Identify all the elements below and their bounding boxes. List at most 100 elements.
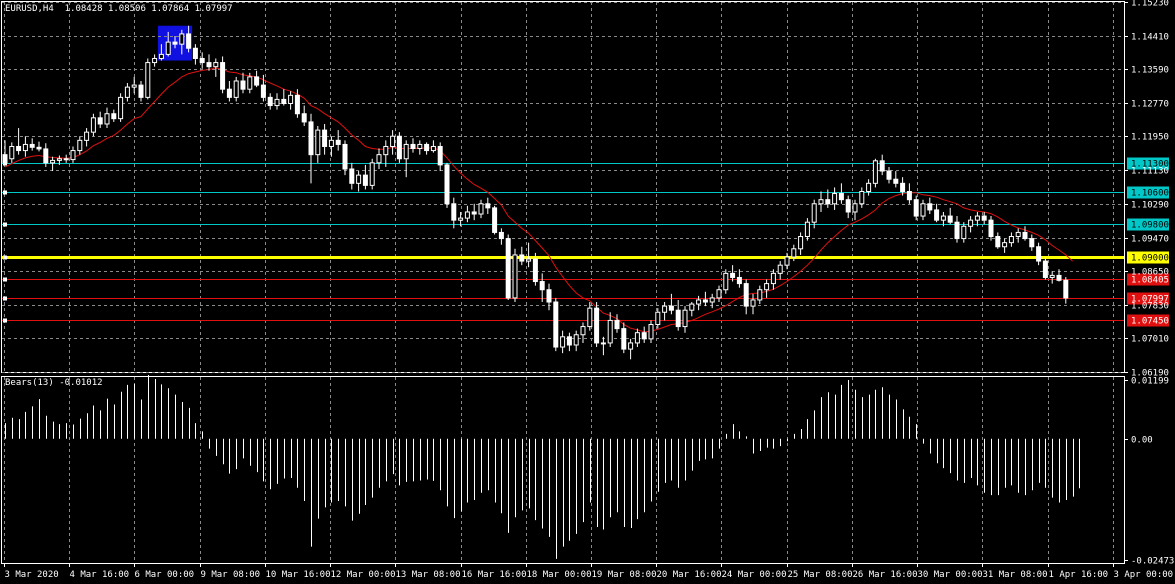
candle[interactable] <box>954 216 960 243</box>
candle[interactable] <box>682 306 688 333</box>
candle[interactable] <box>492 205 498 235</box>
candle[interactable] <box>852 199 858 221</box>
candle[interactable] <box>1002 238 1008 253</box>
candle[interactable] <box>532 252 538 286</box>
candle[interactable] <box>723 269 729 294</box>
candle[interactable] <box>566 332 572 352</box>
level-line-handle[interactable] <box>3 277 7 282</box>
candle[interactable] <box>838 183 844 204</box>
candle[interactable] <box>1015 228 1021 243</box>
candle[interactable] <box>56 155 62 165</box>
level-line-handle[interactable] <box>3 318 7 323</box>
candle[interactable] <box>77 136 83 155</box>
candle[interactable] <box>1056 269 1062 282</box>
candle[interactable] <box>804 218 810 241</box>
candle[interactable] <box>424 142 430 155</box>
candle[interactable] <box>900 177 906 196</box>
candle[interactable] <box>104 107 110 129</box>
candle[interactable] <box>111 109 117 122</box>
candle[interactable] <box>90 113 96 137</box>
candle[interactable] <box>301 105 307 127</box>
candle[interactable] <box>600 336 606 356</box>
candle[interactable] <box>383 140 389 167</box>
candle[interactable] <box>866 179 872 196</box>
candle[interactable] <box>730 265 736 282</box>
candle[interactable] <box>811 199 817 229</box>
candle[interactable] <box>1036 242 1042 266</box>
candle[interactable] <box>988 216 994 241</box>
candle[interactable] <box>519 246 525 266</box>
candle[interactable] <box>36 141 42 152</box>
level-line-handle[interactable] <box>3 190 7 195</box>
candle[interactable] <box>526 242 532 268</box>
candle[interactable] <box>369 158 375 190</box>
candle[interactable] <box>634 328 640 348</box>
candle[interactable] <box>859 187 865 208</box>
candle[interactable] <box>1008 232 1014 247</box>
candle[interactable] <box>1042 256 1048 280</box>
candle[interactable] <box>1049 271 1055 284</box>
candle[interactable] <box>798 232 804 255</box>
candle[interactable] <box>274 93 280 110</box>
candle[interactable] <box>702 291 708 307</box>
level-line-handle[interactable] <box>3 296 7 301</box>
candle[interactable] <box>118 93 124 122</box>
candle[interactable] <box>927 197 933 215</box>
candle[interactable] <box>192 44 198 65</box>
candle[interactable] <box>662 302 668 321</box>
candle[interactable] <box>328 136 334 157</box>
candle[interactable] <box>485 197 491 215</box>
candle[interactable] <box>546 283 552 311</box>
candle[interactable] <box>362 164 368 190</box>
candle[interactable] <box>281 89 287 106</box>
candle[interactable] <box>560 330 566 354</box>
candle[interactable] <box>1063 277 1069 304</box>
candle[interactable] <box>213 58 219 77</box>
candle[interactable] <box>777 261 783 280</box>
candle[interactable] <box>165 31 171 57</box>
candle[interactable] <box>199 52 205 69</box>
candle[interactable] <box>322 123 328 155</box>
candle[interactable] <box>50 156 56 172</box>
candle[interactable] <box>587 302 593 331</box>
candle[interactable] <box>158 44 164 61</box>
candle[interactable] <box>872 158 878 188</box>
candle[interactable] <box>124 83 130 102</box>
candle[interactable] <box>288 91 294 110</box>
candle[interactable] <box>2 140 8 165</box>
candle[interactable] <box>553 297 559 352</box>
candle[interactable] <box>152 54 158 67</box>
candle[interactable] <box>512 248 518 303</box>
candle[interactable] <box>995 232 1001 249</box>
level-line-handle[interactable] <box>3 222 7 227</box>
candle[interactable] <box>580 322 586 343</box>
candle[interactable] <box>260 74 266 102</box>
candle[interactable] <box>628 338 634 360</box>
candle[interactable] <box>648 320 654 343</box>
candle[interactable] <box>342 140 348 176</box>
candle[interactable] <box>641 326 647 343</box>
candle[interactable] <box>505 234 511 300</box>
candle[interactable] <box>315 126 321 163</box>
candle[interactable] <box>940 211 946 227</box>
candle[interactable] <box>464 205 470 223</box>
candle[interactable] <box>410 138 416 153</box>
candle[interactable] <box>145 58 151 100</box>
candle[interactable] <box>356 171 362 192</box>
candle[interactable] <box>770 269 776 290</box>
candle[interactable] <box>138 80 144 102</box>
candle[interactable] <box>968 216 974 233</box>
candle[interactable] <box>668 293 674 315</box>
candle[interactable] <box>294 89 300 118</box>
candle[interactable] <box>29 138 35 151</box>
candle[interactable] <box>655 308 661 329</box>
candle[interactable] <box>981 211 987 225</box>
candle[interactable] <box>471 203 477 221</box>
candle[interactable] <box>267 93 273 110</box>
candle[interactable] <box>879 154 885 176</box>
candle[interactable] <box>757 285 763 305</box>
candle[interactable] <box>539 273 545 303</box>
candle[interactable] <box>498 228 504 245</box>
candle[interactable] <box>750 293 756 315</box>
